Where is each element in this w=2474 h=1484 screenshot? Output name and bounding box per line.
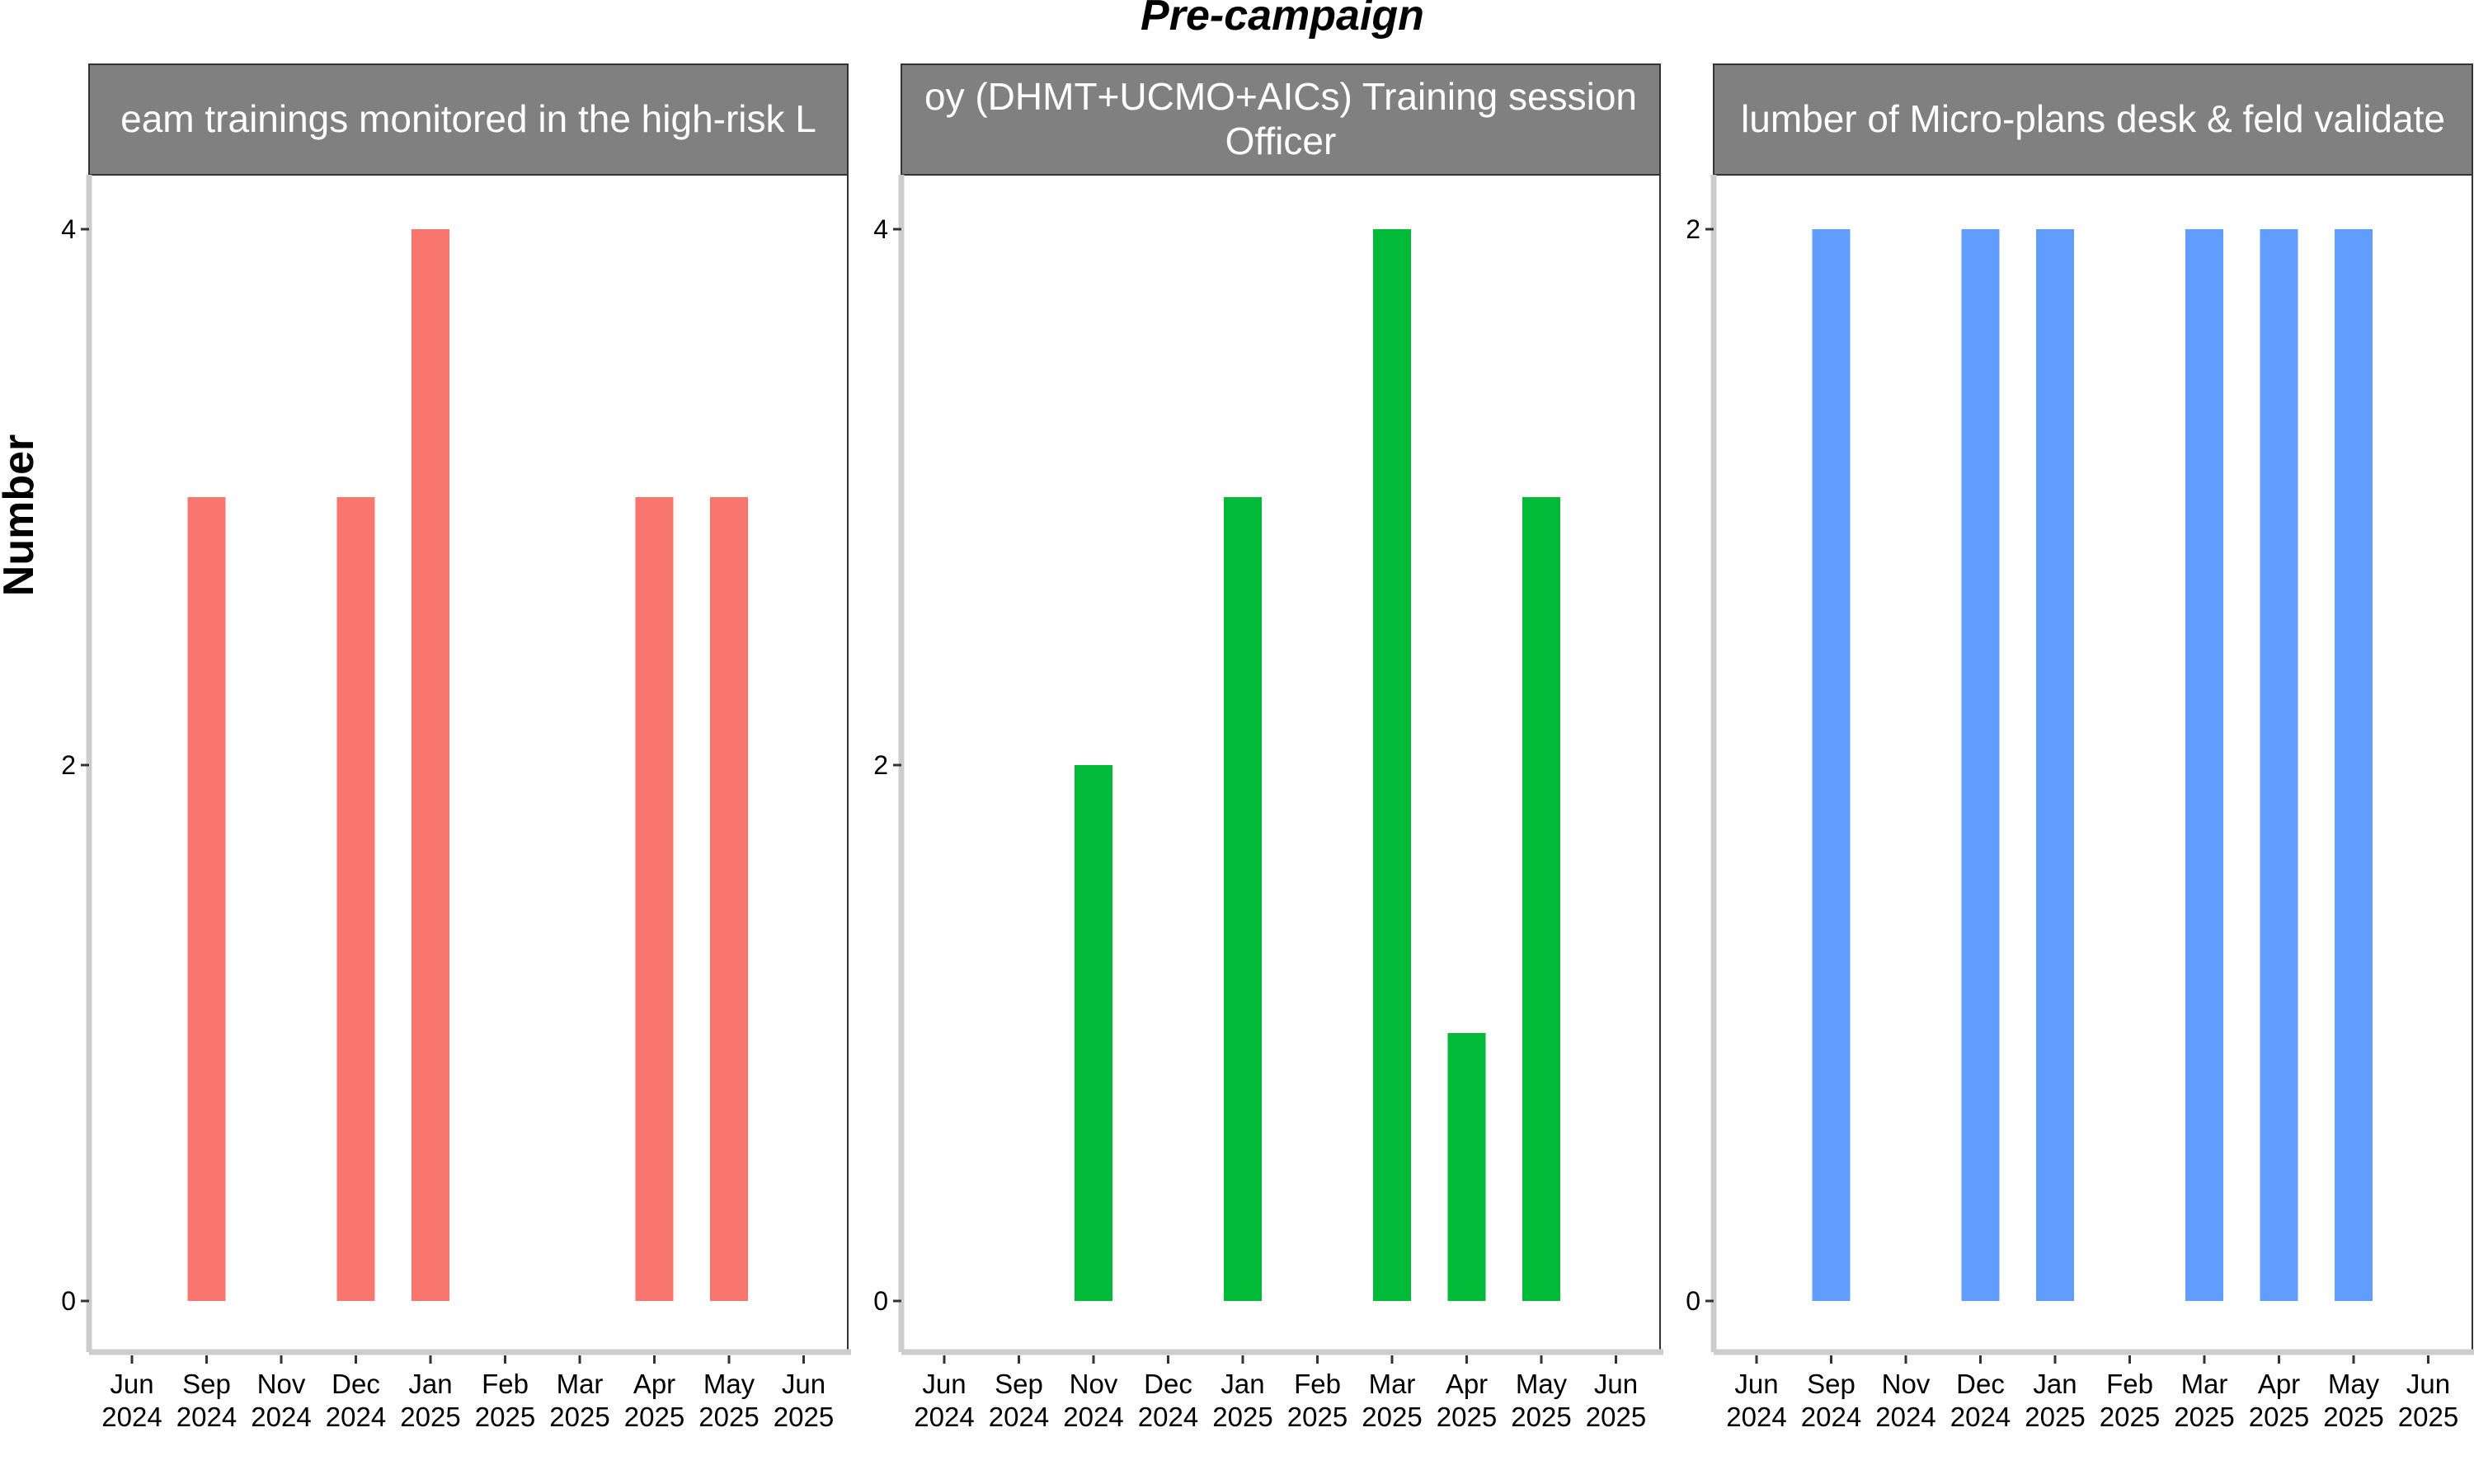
facet-panel: eam trainings monitored in the high-risk… bbox=[61, 63, 851, 1432]
x-tick-label-month: Jun bbox=[1594, 1369, 1638, 1399]
x-tick-label-month: Mar bbox=[2181, 1369, 2228, 1399]
x-tick-label-year: 2024 bbox=[1063, 1402, 1123, 1432]
x-tick-label-month: Jun bbox=[922, 1369, 966, 1399]
bar bbox=[2185, 229, 2223, 1301]
x-tick-label-month: May bbox=[2328, 1369, 2380, 1399]
facet-strip bbox=[88, 63, 849, 176]
bar bbox=[412, 229, 449, 1301]
facet-panels: eam trainings monitored in the high-risk… bbox=[61, 63, 2474, 1432]
x-tick-label-year: 2025 bbox=[2249, 1402, 2309, 1432]
x-tick-label-month: Feb bbox=[1294, 1369, 1341, 1399]
x-tick-label-year: 2025 bbox=[698, 1402, 759, 1432]
x-tick-label-year: 2025 bbox=[1362, 1402, 1422, 1432]
bar bbox=[2335, 229, 2373, 1301]
x-tick-label-year: 2025 bbox=[549, 1402, 609, 1432]
x-tick-label-year: 2025 bbox=[1586, 1402, 1646, 1432]
x-tick-label-year: 2025 bbox=[1212, 1402, 1272, 1432]
bar bbox=[635, 497, 674, 1301]
facet-panel: lumber of Micro-plans desk & feld valida… bbox=[1686, 63, 2474, 1432]
x-tick-label-month: Sep bbox=[182, 1369, 231, 1399]
x-tick-label-year: 2025 bbox=[2174, 1402, 2234, 1432]
bar bbox=[2260, 229, 2298, 1301]
x-tick-label-month: May bbox=[703, 1369, 755, 1399]
x-tick-label-month: Jan bbox=[1221, 1369, 1264, 1399]
y-tick-label: 2 bbox=[1686, 214, 1700, 244]
facet-panel: oy (DHMT+UCMO+AICs) Training sessionOffi… bbox=[873, 63, 1663, 1432]
y-tick-label: 0 bbox=[873, 1286, 888, 1316]
x-tick-label-month: Sep bbox=[995, 1369, 1043, 1399]
x-tick-label-month: Mar bbox=[557, 1369, 604, 1399]
x-tick-label-month: Nov bbox=[257, 1369, 306, 1399]
bar bbox=[1224, 497, 1262, 1301]
x-tick-label-year: 2024 bbox=[101, 1402, 162, 1432]
x-tick-label-year: 2024 bbox=[1726, 1402, 1786, 1432]
x-tick-label-month: May bbox=[1516, 1369, 1568, 1399]
x-tick-label-year: 2024 bbox=[914, 1402, 974, 1432]
facet-strip-label: oy (DHMT+UCMO+AICs) Training session bbox=[924, 75, 1637, 118]
x-tick-label-year: 2025 bbox=[1437, 1402, 1497, 1432]
x-tick-label-month: Nov bbox=[1882, 1369, 1931, 1399]
bar bbox=[1075, 765, 1112, 1301]
x-tick-label-year: 2025 bbox=[1511, 1402, 1571, 1432]
x-tick-label-year: 2024 bbox=[176, 1402, 237, 1432]
x-tick-label-month: Mar bbox=[1369, 1369, 1416, 1399]
y-tick-label: 0 bbox=[61, 1286, 76, 1316]
x-tick-label-month: Feb bbox=[2106, 1369, 2153, 1399]
x-tick-label-year: 2025 bbox=[2398, 1402, 2458, 1432]
x-tick-label-month: Jan bbox=[408, 1369, 452, 1399]
bar bbox=[2036, 229, 2074, 1301]
x-tick-label-year: 2024 bbox=[989, 1402, 1049, 1432]
y-tick-label: 4 bbox=[873, 214, 888, 244]
x-tick-label-year: 2025 bbox=[400, 1402, 460, 1432]
y-tick-label: 2 bbox=[61, 750, 76, 780]
x-tick-label-year: 2024 bbox=[326, 1402, 386, 1432]
bar bbox=[1447, 1033, 1486, 1301]
y-tick-label: 2 bbox=[873, 750, 888, 780]
x-tick-label-year: 2025 bbox=[475, 1402, 535, 1432]
x-tick-label-year: 2025 bbox=[2100, 1402, 2160, 1432]
x-tick-label-year: 2024 bbox=[1875, 1402, 1935, 1432]
x-tick-label-year: 2024 bbox=[1138, 1402, 1198, 1432]
x-tick-label-month: Dec bbox=[1144, 1369, 1192, 1399]
x-tick-label-year: 2025 bbox=[2323, 1402, 2383, 1432]
x-tick-label-month: Nov bbox=[1070, 1369, 1118, 1399]
x-tick-label-year: 2025 bbox=[2025, 1402, 2085, 1432]
x-tick-label-year: 2025 bbox=[774, 1402, 834, 1432]
bar bbox=[1812, 229, 1851, 1301]
y-axis-label: Number bbox=[0, 434, 43, 596]
x-tick-label-year: 2025 bbox=[1287, 1402, 1348, 1432]
y-tick-label: 0 bbox=[1686, 1286, 1700, 1316]
x-tick-label-year: 2024 bbox=[1801, 1402, 1861, 1432]
x-tick-label-year: 2024 bbox=[251, 1402, 311, 1432]
x-tick-label-month: Feb bbox=[482, 1369, 529, 1399]
bar bbox=[187, 497, 226, 1301]
x-tick-label-month: Jun bbox=[1734, 1369, 1778, 1399]
x-tick-label-month: Sep bbox=[1807, 1369, 1856, 1399]
x-tick-label-month: Dec bbox=[1956, 1369, 2005, 1399]
facet-strip-label: lumber of Micro-plans desk & feld valida… bbox=[1741, 97, 2445, 140]
bar bbox=[1522, 497, 1560, 1301]
bar bbox=[1373, 229, 1411, 1301]
x-tick-label-month: Apr bbox=[2258, 1369, 2300, 1399]
x-tick-label-month: Apr bbox=[1446, 1369, 1488, 1399]
x-tick-label-month: Dec bbox=[332, 1369, 380, 1399]
bar bbox=[710, 497, 748, 1301]
x-tick-label-month: Jun bbox=[110, 1369, 153, 1399]
bar bbox=[1961, 229, 2000, 1301]
x-tick-label-month: Jun bbox=[782, 1369, 825, 1399]
x-tick-label-month: Jan bbox=[2033, 1369, 2077, 1399]
facet-strip-label: eam trainings monitored in the high-risk… bbox=[120, 97, 816, 140]
facet-strip bbox=[901, 63, 1661, 176]
chart-title: Pre-campaign bbox=[1141, 0, 1424, 40]
facet-strip bbox=[1713, 63, 2473, 176]
x-tick-label-month: Apr bbox=[633, 1369, 675, 1399]
x-tick-label-year: 2024 bbox=[1950, 1402, 2011, 1432]
bar bbox=[336, 497, 375, 1301]
facet-strip-label: Officer bbox=[1225, 120, 1337, 162]
x-tick-label-month: Jun bbox=[2406, 1369, 2450, 1399]
x-tick-label-year: 2025 bbox=[624, 1402, 684, 1432]
y-tick-label: 4 bbox=[61, 214, 76, 244]
